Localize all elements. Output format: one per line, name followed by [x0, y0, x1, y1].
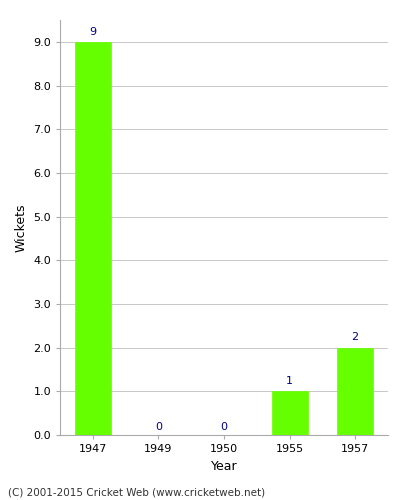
Text: 2: 2: [352, 332, 359, 342]
Text: (C) 2001-2015 Cricket Web (www.cricketweb.net): (C) 2001-2015 Cricket Web (www.cricketwe…: [8, 488, 265, 498]
Bar: [337, 348, 373, 435]
Bar: [75, 42, 111, 435]
Y-axis label: Wickets: Wickets: [15, 203, 28, 252]
Text: 1: 1: [286, 376, 293, 386]
Text: 9: 9: [89, 26, 96, 36]
Text: 0: 0: [155, 422, 162, 432]
X-axis label: Year: Year: [211, 460, 237, 472]
Bar: [272, 392, 308, 435]
Text: 0: 0: [220, 422, 228, 432]
